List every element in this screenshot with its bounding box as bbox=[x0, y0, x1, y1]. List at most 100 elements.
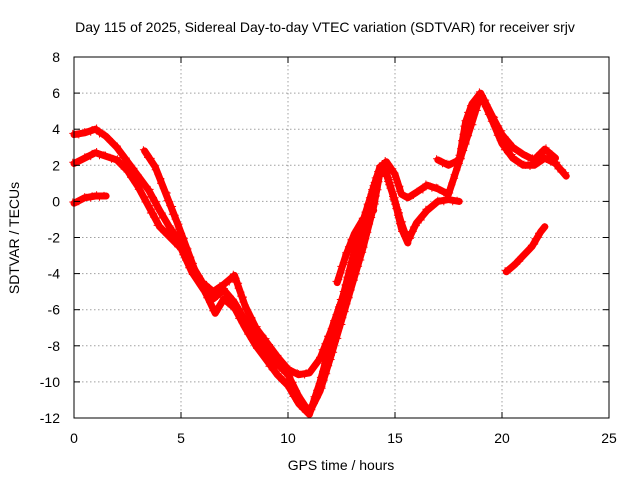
data-point bbox=[265, 362, 273, 370]
data-point bbox=[234, 284, 242, 292]
data-point bbox=[361, 233, 369, 241]
data-point bbox=[168, 227, 175, 235]
data-point bbox=[88, 126, 96, 133]
data-point bbox=[522, 161, 529, 169]
data-point bbox=[155, 222, 163, 229]
data-point bbox=[166, 202, 174, 210]
data-point bbox=[238, 319, 246, 327]
data-point bbox=[523, 248, 530, 256]
data-point bbox=[163, 218, 171, 226]
data-point bbox=[469, 98, 477, 106]
data-point bbox=[391, 173, 399, 181]
data-point bbox=[502, 136, 510, 144]
data-point bbox=[118, 149, 126, 157]
data-point bbox=[358, 214, 366, 222]
data-point bbox=[373, 172, 381, 180]
data-point bbox=[456, 155, 464, 163]
series-5 bbox=[332, 206, 378, 287]
data-point bbox=[387, 186, 395, 194]
data-point bbox=[266, 344, 274, 352]
data-point bbox=[552, 154, 559, 162]
data-point bbox=[252, 341, 260, 349]
x-tick-label: 15 bbox=[387, 430, 403, 446]
data-point bbox=[403, 193, 411, 201]
data-point bbox=[370, 179, 378, 186]
data-point bbox=[253, 344, 260, 352]
y-tick-labels: 8 6 4 2 0 -2 -4 -6 -8 -10 -12 bbox=[40, 49, 60, 426]
data-point bbox=[383, 171, 391, 179]
data-point bbox=[482, 100, 490, 108]
data-point bbox=[505, 266, 513, 274]
y-tick-label: -10 bbox=[40, 374, 60, 390]
data-point bbox=[457, 147, 465, 154]
data-point bbox=[553, 162, 561, 170]
data-point bbox=[390, 196, 398, 204]
data-point bbox=[461, 117, 469, 125]
data-point bbox=[324, 345, 332, 353]
data-point bbox=[231, 306, 239, 314]
data-point bbox=[322, 353, 330, 361]
data-point bbox=[414, 217, 422, 225]
data-point bbox=[254, 326, 262, 334]
data-point bbox=[150, 197, 158, 205]
data-point bbox=[542, 144, 550, 152]
data-point bbox=[113, 142, 121, 150]
data-point bbox=[107, 138, 115, 146]
data-point bbox=[122, 157, 130, 164]
data-point bbox=[446, 194, 454, 202]
data-point bbox=[167, 223, 175, 231]
data-point bbox=[93, 124, 101, 132]
data-point bbox=[426, 205, 434, 213]
data-point bbox=[151, 166, 159, 174]
series-7 bbox=[501, 223, 549, 276]
data-point bbox=[512, 258, 520, 266]
data-point bbox=[433, 155, 441, 163]
data-point bbox=[530, 155, 538, 163]
data-point bbox=[359, 248, 367, 256]
data-point bbox=[447, 196, 455, 204]
data-point bbox=[275, 362, 283, 370]
data-point bbox=[479, 95, 487, 103]
data-point bbox=[94, 192, 102, 200]
data-point bbox=[460, 132, 468, 140]
data-point bbox=[455, 197, 463, 205]
data-point bbox=[122, 166, 130, 173]
data-point bbox=[88, 192, 96, 200]
data-point bbox=[88, 149, 96, 157]
data-point bbox=[102, 192, 110, 200]
data-point bbox=[139, 146, 147, 154]
data-point bbox=[562, 169, 570, 177]
data-point bbox=[96, 193, 103, 201]
data-point bbox=[267, 345, 275, 353]
data-point bbox=[73, 130, 81, 138]
data-point bbox=[458, 138, 466, 146]
data-point bbox=[535, 159, 543, 167]
data-point bbox=[108, 155, 115, 163]
y-tick-label: 2 bbox=[52, 157, 60, 173]
data-point bbox=[508, 153, 516, 161]
data-point bbox=[294, 398, 301, 406]
data-point bbox=[431, 200, 439, 208]
data-point bbox=[457, 145, 465, 153]
data-point bbox=[500, 142, 508, 150]
data-point bbox=[511, 259, 519, 267]
data-point bbox=[449, 198, 457, 206]
data-point bbox=[113, 155, 121, 163]
data-point bbox=[461, 126, 469, 133]
data-point bbox=[435, 197, 443, 205]
data-point bbox=[412, 222, 420, 230]
data-point bbox=[100, 130, 108, 138]
data-point bbox=[368, 186, 375, 194]
data-point bbox=[189, 264, 197, 271]
data-point bbox=[270, 348, 278, 356]
data-point bbox=[497, 129, 505, 137]
x-tick-label: 5 bbox=[177, 430, 185, 446]
data-point bbox=[441, 195, 449, 203]
data-point bbox=[172, 216, 180, 224]
data-point bbox=[134, 185, 142, 193]
data-point bbox=[167, 232, 175, 240]
data-point bbox=[260, 352, 268, 360]
data-point bbox=[346, 259, 354, 267]
data-point bbox=[245, 310, 253, 318]
